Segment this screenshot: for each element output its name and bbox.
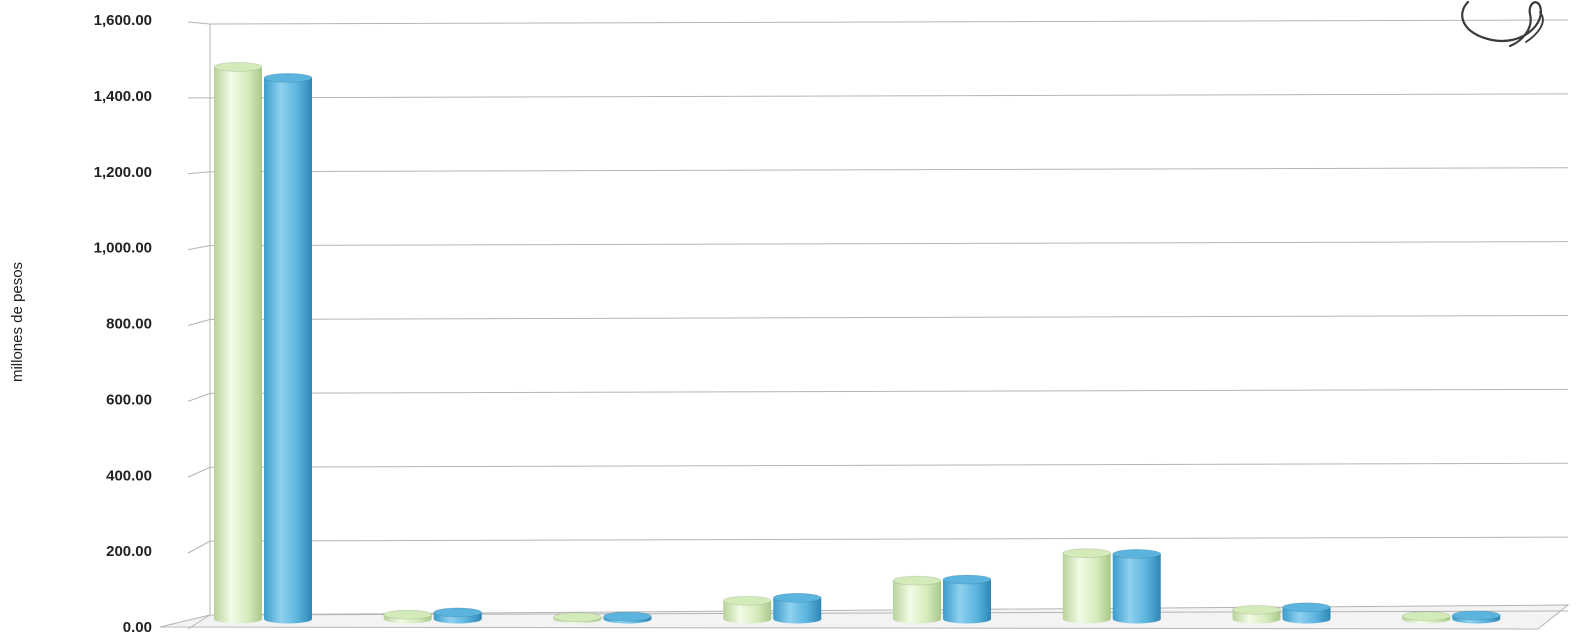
y-tick-label: 1,400.00	[94, 88, 152, 105]
gridline-side	[187, 540, 211, 554]
bar-base	[264, 614, 312, 624]
gridline-side	[187, 171, 211, 175]
gridline-side	[187, 245, 211, 251]
gridline-side	[187, 614, 211, 630]
gridlines	[187, 19, 1569, 630]
bar-top	[942, 574, 992, 585]
bar-base	[214, 614, 262, 624]
y-tick-label: 600.00	[106, 391, 152, 408]
bar	[1062, 548, 1112, 624]
bar-top	[603, 611, 652, 622]
bar-top	[772, 592, 822, 603]
bar-top	[1062, 548, 1112, 559]
y-tick-label: 800.00	[106, 316, 152, 333]
gridline	[209, 167, 1569, 173]
bar-base	[943, 614, 991, 624]
bar-top	[213, 62, 263, 72]
bar	[263, 72, 313, 624]
bars	[213, 62, 1501, 624]
bar	[603, 611, 652, 624]
bar-base	[433, 614, 482, 624]
bar-base	[1282, 614, 1331, 624]
gridline	[209, 93, 1569, 99]
bar-body	[723, 600, 772, 619]
gridline	[209, 388, 1569, 394]
y-tick-labels: 0.00 200.00 400.00 600.00 800.00 1,000.00 1,20…	[94, 12, 152, 636]
gridline	[209, 241, 1569, 247]
bar-body	[214, 66, 262, 619]
bar-top	[722, 595, 772, 606]
bar-top	[1401, 611, 1451, 621]
handwritten-signature	[1461, 0, 1544, 48]
y-axis-title: millones de pesos	[9, 262, 26, 382]
bar	[1232, 604, 1281, 624]
gridline	[209, 536, 1569, 542]
bar-top	[1232, 604, 1281, 615]
bar	[1112, 549, 1162, 624]
bar	[553, 612, 602, 624]
bar	[1282, 602, 1331, 624]
y-tick-label: 0.00	[123, 619, 152, 636]
bar-body	[1232, 609, 1281, 619]
bar-top	[892, 575, 942, 586]
bar-base	[773, 614, 822, 624]
bar-body	[773, 597, 822, 619]
bar-top	[433, 607, 483, 618]
bar-top	[1282, 602, 1331, 613]
bar	[1451, 610, 1501, 624]
bar	[772, 592, 822, 624]
gridline-side	[187, 466, 211, 478]
bar	[722, 595, 772, 624]
bar-top	[263, 72, 313, 83]
gridline-side	[187, 319, 211, 326]
bar	[383, 609, 433, 624]
bar-top	[383, 609, 433, 620]
bar	[433, 607, 483, 624]
bar-top	[1451, 610, 1501, 621]
gridline-side	[187, 21, 211, 25]
gridline	[209, 314, 1569, 321]
bar-body	[1062, 553, 1111, 619]
bar-body	[943, 579, 991, 619]
y-tick-label: 400.00	[106, 467, 152, 484]
bar-top	[1112, 549, 1162, 559]
gridline-side	[187, 392, 211, 402]
bar	[892, 575, 942, 624]
bar-body	[264, 77, 312, 619]
y-tick-label: 1,200.00	[94, 164, 152, 181]
y-tick-label: 200.00	[106, 543, 152, 560]
gridline	[209, 19, 1569, 25]
gridline	[209, 462, 1569, 468]
y-tick-label: 1,000.00	[94, 240, 152, 257]
bar-base	[893, 614, 941, 624]
bar-base	[723, 614, 772, 624]
bar-body	[893, 580, 941, 619]
y-tick-label: 1,600.00	[94, 12, 152, 29]
bar-base	[1112, 614, 1161, 624]
floor	[159, 604, 1570, 630]
bar-base	[1232, 614, 1281, 624]
bar	[942, 574, 992, 624]
bar-body	[1112, 553, 1161, 619]
bar	[213, 62, 263, 624]
bar-body	[1282, 607, 1331, 619]
bar	[1401, 611, 1451, 624]
bar-base	[1062, 614, 1111, 624]
bar-top	[553, 612, 602, 623]
